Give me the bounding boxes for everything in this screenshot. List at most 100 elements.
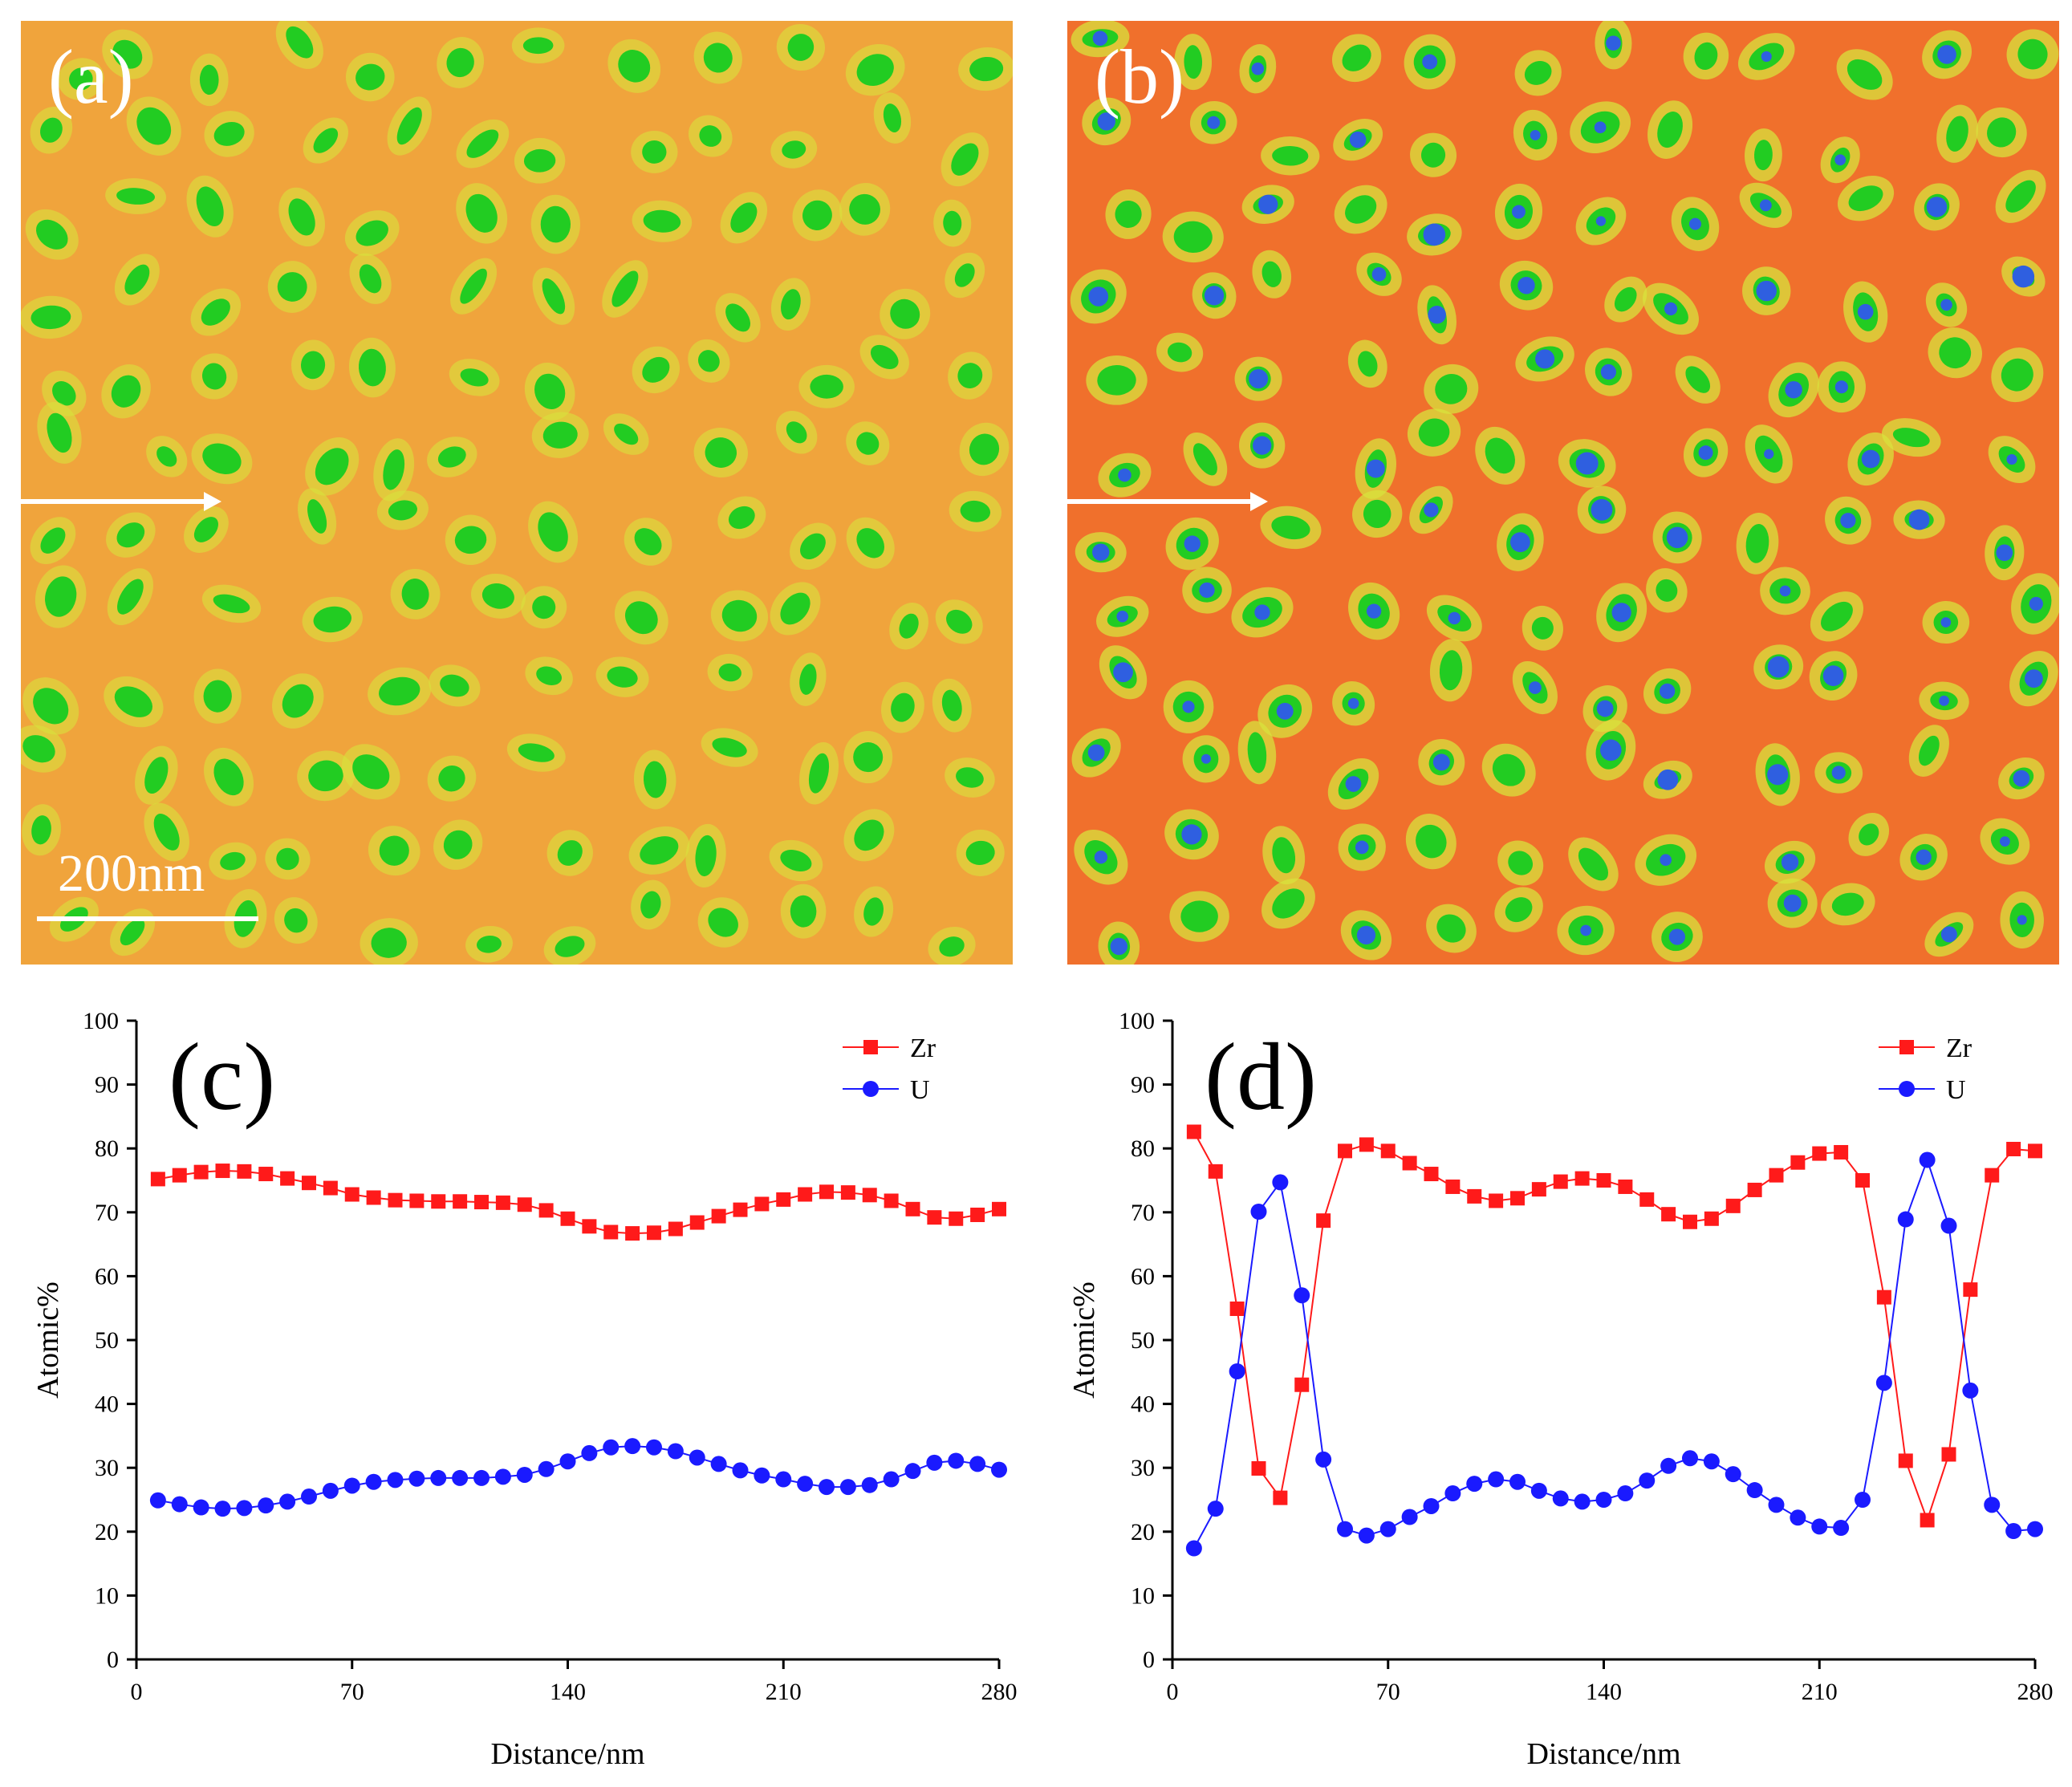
precipitate bbox=[1173, 221, 1213, 254]
precipitate bbox=[220, 851, 246, 871]
data-point-zr bbox=[1876, 1289, 1891, 1305]
precipitate-core bbox=[1092, 543, 1110, 561]
precipitate bbox=[379, 835, 409, 866]
precipitate-core bbox=[1110, 937, 1128, 956]
precipitate-core bbox=[1591, 498, 1613, 521]
data-point-zr bbox=[453, 1194, 468, 1209]
precipitate bbox=[1848, 185, 1883, 212]
precipitate bbox=[307, 499, 327, 534]
precipitate bbox=[1358, 351, 1378, 377]
series-line-zr bbox=[157, 1170, 1000, 1235]
precipitate bbox=[40, 117, 63, 143]
precipitate bbox=[136, 107, 172, 145]
precipitate bbox=[939, 936, 965, 957]
data-point-u bbox=[1444, 1485, 1461, 1502]
data-point-u bbox=[387, 1472, 404, 1488]
data-point-zr bbox=[474, 1195, 489, 1210]
precipitate bbox=[969, 433, 1000, 465]
precipitate bbox=[1754, 140, 1773, 171]
data-point-zr bbox=[495, 1195, 510, 1210]
x-tick-label: 280 bbox=[2017, 1679, 2054, 1705]
precipitate-core bbox=[1783, 894, 1802, 912]
data-point-zr bbox=[344, 1187, 360, 1202]
precipitate bbox=[1508, 851, 1534, 875]
x-tick-label: 140 bbox=[550, 1679, 586, 1705]
scale-bar-label: 200nm bbox=[58, 844, 205, 903]
precipitate bbox=[786, 421, 807, 444]
data-point-zr bbox=[1985, 1168, 2000, 1183]
data-point-zr bbox=[1769, 1168, 1784, 1183]
data-point-u bbox=[538, 1460, 555, 1477]
precipitate bbox=[557, 840, 583, 866]
precipitate-core bbox=[1940, 926, 1957, 943]
precipitate bbox=[47, 412, 72, 453]
precipitate bbox=[437, 446, 466, 468]
precipitate-core bbox=[1199, 582, 1215, 599]
precipitate-core bbox=[1201, 753, 1211, 764]
y-tick-label: 20 bbox=[95, 1519, 119, 1545]
x-tick-label: 70 bbox=[1376, 1679, 1400, 1705]
precipitate bbox=[1097, 365, 1136, 396]
data-point-u bbox=[603, 1439, 620, 1456]
data-point-zr bbox=[603, 1225, 619, 1240]
precipitate-core bbox=[1528, 681, 1542, 694]
precipitate bbox=[780, 850, 812, 871]
precipitate bbox=[611, 270, 639, 307]
precipitate-core bbox=[1668, 928, 1686, 945]
precipitate bbox=[1247, 732, 1267, 774]
data-point-u bbox=[322, 1482, 339, 1499]
precipitate bbox=[518, 743, 555, 762]
precipitate bbox=[315, 448, 349, 485]
precipitate bbox=[695, 835, 717, 877]
data-point-u bbox=[689, 1449, 705, 1466]
precipitate-core bbox=[1517, 276, 1535, 294]
data-point-u bbox=[819, 1479, 835, 1496]
series-line-u bbox=[157, 1445, 1000, 1510]
precipitate-core bbox=[1937, 45, 1956, 64]
data-point-u bbox=[279, 1493, 296, 1510]
precipitate bbox=[52, 381, 76, 406]
precipitate bbox=[111, 375, 141, 408]
precipitate bbox=[40, 527, 66, 554]
data-point-u bbox=[1530, 1482, 1547, 1499]
precipitate bbox=[523, 148, 556, 173]
precipitate bbox=[213, 121, 245, 146]
precipitate bbox=[781, 289, 801, 320]
precipitate bbox=[534, 373, 566, 409]
precipitate bbox=[965, 840, 995, 865]
precipitate bbox=[438, 765, 465, 792]
precipitate bbox=[863, 897, 884, 926]
precipitate-spots bbox=[21, 21, 1013, 965]
precipitate bbox=[712, 737, 747, 757]
data-point-zr bbox=[2006, 1141, 2021, 1156]
precipitate bbox=[705, 437, 737, 468]
data-point-zr bbox=[733, 1202, 748, 1217]
precipitate bbox=[45, 576, 77, 617]
precipitate-core bbox=[1423, 223, 1446, 246]
precipitate bbox=[956, 767, 984, 788]
data-point-zr bbox=[754, 1196, 770, 1212]
chart-d: 0 10 20 30 40 50 60 70 80 90 100 0 70 140 210 280 Distan… bbox=[1036, 987, 2072, 1783]
precipitate bbox=[22, 735, 55, 763]
precipitate bbox=[476, 935, 502, 953]
chart-panel-label: (c) bbox=[169, 1023, 275, 1130]
precipitate-core bbox=[1097, 112, 1115, 131]
precipitate bbox=[891, 692, 915, 722]
precipitate bbox=[1987, 117, 2017, 148]
precipitate bbox=[969, 56, 1004, 82]
precipitate bbox=[532, 595, 556, 619]
y-tick-label: 0 bbox=[1143, 1647, 1155, 1673]
data-point-u bbox=[236, 1500, 253, 1517]
precipitate bbox=[856, 432, 880, 455]
data-point-u bbox=[904, 1463, 921, 1480]
precipitate bbox=[1685, 366, 1711, 393]
precipitate bbox=[1939, 337, 1972, 369]
series-line-u bbox=[1192, 1157, 2036, 1549]
data-point-u bbox=[2027, 1521, 2043, 1537]
data-point-u bbox=[1855, 1492, 1871, 1508]
precipitate-core bbox=[1940, 299, 1952, 311]
precipitate bbox=[555, 936, 585, 957]
precipitate bbox=[853, 742, 884, 773]
precipitate bbox=[721, 599, 758, 632]
precipitate bbox=[379, 676, 420, 706]
